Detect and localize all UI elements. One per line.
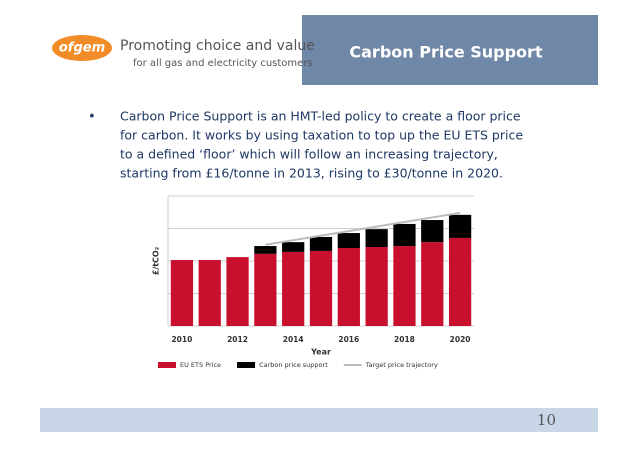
tagline: Promoting choice and value (120, 38, 315, 54)
legend-label: EU ETS Price (180, 361, 221, 369)
footer-band (40, 408, 598, 432)
chart: 2010 2012 2014 2016 2018 2020 Year £/tCO₂ EU ETS… (152, 195, 474, 369)
x-tick-label: 2010 (171, 335, 192, 344)
bar-segment (254, 246, 277, 254)
x-tick-label: 2016 (338, 335, 359, 344)
bar-segment (282, 242, 305, 252)
legend-label: Target price trajectory (365, 361, 438, 369)
bullet-line: starting from £16/tonne in 2013, rising … (120, 166, 503, 181)
tagline: for all gas and electricity customers (133, 58, 313, 69)
x-tick-label: 2012 (227, 335, 248, 344)
bar-segment (393, 223, 416, 247)
bar-segment (254, 253, 277, 326)
bullet-text: Carbon Price Support is an HMT-led polic… (120, 109, 523, 181)
bar-segment (309, 236, 333, 251)
bar-segment (393, 246, 416, 326)
bar-segment (309, 250, 333, 326)
bullet-line: to a defined ‘floor’ which will follow a… (120, 147, 498, 162)
bar-segment (421, 242, 444, 326)
logo: ofgem (59, 41, 105, 56)
bar-segment (198, 260, 221, 326)
bar-segment (226, 257, 249, 326)
bullet-line: Carbon Price Support is an HMT-led polic… (120, 109, 521, 124)
legend-swatch (237, 362, 256, 368)
bar-segment (170, 260, 194, 326)
bar-segment (448, 237, 472, 326)
y-axis-label: £/tCO₂ (152, 246, 161, 275)
x-tick-label: 2014 (283, 335, 304, 344)
legend-label: Carbon price support (259, 361, 328, 369)
bar-segment (365, 247, 388, 326)
bar-segment (365, 229, 388, 248)
bullet-mark: • (88, 110, 96, 125)
bullet-line: for carbon. It works by using taxation t… (120, 128, 523, 143)
logo-oval (52, 35, 112, 61)
bar-segment (421, 220, 444, 243)
legend-swatch (158, 362, 176, 368)
bar-segment (337, 233, 360, 248)
slide-title: Carbon Price Support (349, 43, 543, 62)
bar-segment (448, 214, 472, 238)
x-tick-label: 2020 (450, 335, 471, 344)
target-line (265, 211, 461, 246)
bar-segment (337, 248, 360, 326)
x-tick-label: 2018 (394, 335, 415, 344)
bar-segment (282, 251, 305, 326)
page-number: 10 (537, 411, 556, 429)
x-axis-label: Year (310, 348, 331, 357)
